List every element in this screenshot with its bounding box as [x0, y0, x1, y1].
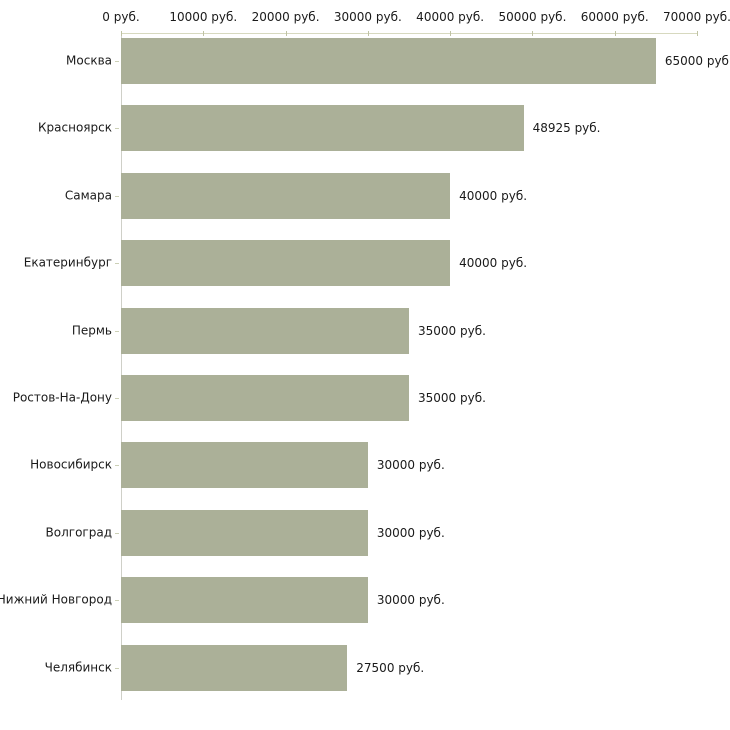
- category-label: Пермь: [71, 323, 112, 337]
- x-tick-mark: [450, 31, 452, 36]
- bar-row: 27500 руб.: [121, 640, 697, 707]
- x-tick-mark: [203, 31, 205, 36]
- bar-value-label: 65000 руб.: [664, 54, 730, 68]
- bar: [121, 38, 656, 84]
- category-label: Самара: [64, 188, 112, 203]
- x-tick-label: 70000 руб.: [663, 10, 730, 24]
- bar: [121, 375, 409, 421]
- x-tick-label: 0 руб.: [102, 10, 140, 24]
- x-axis-line: [121, 33, 697, 34]
- x-tick-label: 50000 руб.: [498, 10, 567, 24]
- x-tick-mark: [697, 31, 698, 36]
- bar-value-label: 35000 руб.: [418, 323, 486, 338]
- category-tick-mark: [115, 667, 119, 669]
- x-tick-label: 40000 руб.: [416, 10, 485, 24]
- y-axis-line: [121, 33, 122, 700]
- bar-row: 65000 руб.: [121, 33, 730, 100]
- plot-area: 65000 руб. 48925 руб. 40000 руб. 40000 руб.…: [121, 33, 730, 707]
- category-tick-mark: [115, 398, 119, 399]
- category-tick-mark: [115, 532, 119, 534]
- x-tick-label: 10000 руб.: [169, 10, 238, 24]
- bar: [121, 307, 409, 354]
- x-tick-label: 60000 руб.: [580, 10, 649, 24]
- bar-row: 40000 руб.: [121, 168, 697, 235]
- category-label: Ростов-На-Дону: [12, 390, 112, 405]
- x-tick-mark: [614, 31, 616, 36]
- bar-row: 30000 руб.: [121, 505, 697, 572]
- x-tick-mark: [121, 31, 122, 36]
- category-label: Екатеринбург: [23, 255, 112, 270]
- bar: [121, 105, 524, 152]
- bar-value-label: 30000 руб.: [376, 525, 445, 540]
- x-axis: 0 руб. 10000 руб. 20000 руб. 30000 руб. 4000…: [0, 0, 730, 26]
- bar: [121, 240, 451, 287]
- category-tick-mark: [115, 465, 119, 467]
- bar-row: 35000 руб.: [121, 303, 697, 370]
- bar-value-label: 48925 руб.: [532, 121, 601, 136]
- category-tick-mark: [115, 330, 119, 332]
- bar: [121, 442, 368, 489]
- x-tick-mark: [367, 31, 369, 36]
- category-label: Москва: [66, 53, 112, 68]
- bar-row: 35000 руб.: [121, 370, 697, 437]
- bar: [121, 577, 368, 624]
- bar: [121, 172, 451, 219]
- bar-value-label: 35000 руб.: [418, 391, 486, 405]
- bar-row: 30000 руб.: [121, 572, 697, 639]
- category-tick-mark: [115, 128, 119, 130]
- x-tick-mark: [532, 31, 534, 36]
- category-label: Нижний Новгород: [0, 592, 112, 607]
- x-tick-label: 30000 руб.: [333, 10, 402, 24]
- x-tick-mark: [285, 31, 287, 36]
- category-tick-mark: [115, 195, 119, 197]
- x-tick-label: 20000 руб.: [251, 10, 320, 24]
- bar-value-label: 40000 руб.: [459, 188, 528, 203]
- bar-row: 30000 руб.: [121, 437, 697, 504]
- category-tick-mark: [115, 263, 119, 265]
- bar-value-label: 27500 руб.: [356, 660, 425, 675]
- category-label: Красноярск: [38, 120, 112, 135]
- category-tick-mark: [115, 61, 119, 62]
- category-label: Челябинск: [44, 660, 112, 674]
- bar-row: 48925 руб.: [121, 100, 697, 167]
- bar: [121, 644, 348, 691]
- bar-row: 40000 руб.: [121, 235, 697, 302]
- bar-value-label: 30000 руб.: [376, 458, 445, 473]
- bar-value-label: 40000 руб.: [459, 256, 528, 271]
- category-tick-mark: [115, 600, 119, 602]
- bar-value-label: 30000 руб.: [376, 593, 445, 608]
- category-label: Волгоград: [45, 525, 112, 540]
- bar: [121, 509, 368, 556]
- category-label: Новосибирск: [30, 457, 112, 472]
